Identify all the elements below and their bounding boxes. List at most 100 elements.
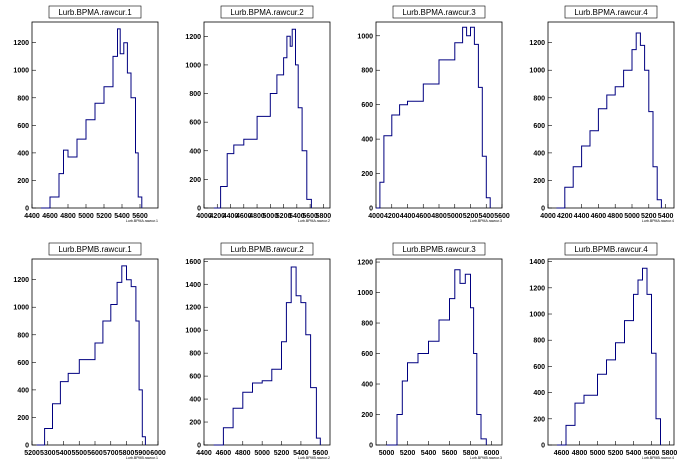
y-tick-label: 1200 bbox=[185, 305, 201, 312]
histogram-series-line bbox=[557, 267, 661, 446]
x-tick-label: 5300 bbox=[40, 450, 56, 457]
y-tick-label: 400 bbox=[189, 148, 201, 155]
x-tick-label: 4800 bbox=[431, 213, 447, 220]
x-tick-label: 5200 bbox=[641, 213, 657, 220]
x-tick-label: 5600 bbox=[132, 213, 148, 220]
y-tick-label: 1000 bbox=[13, 68, 29, 75]
y-tick-label: 800 bbox=[533, 95, 545, 102]
x-tick-label: 5200 bbox=[400, 450, 416, 457]
plot-frame bbox=[203, 21, 331, 209]
plot-frame bbox=[375, 258, 503, 446]
x-tick-label: 5000 bbox=[379, 450, 395, 457]
y-tick-label: 400 bbox=[533, 390, 545, 397]
x-tick-label: 5400 bbox=[421, 450, 437, 457]
x-tick-label: 5000 bbox=[254, 450, 270, 457]
x-tick-label: 4400 bbox=[196, 450, 212, 457]
x-axis-label: Lurb.BPMA.rawcur.4 bbox=[642, 219, 674, 223]
histogram-panel: Lurb.BPMA.rawcur.4 0 200 400 600 800 1000 1200 4… bbox=[529, 5, 675, 223]
histogram-panel: Lurb.BPMB.rawcur.2 0 200 400 600 800 1000 1200 1… bbox=[185, 242, 331, 460]
y-tick-label: 0 bbox=[197, 206, 201, 213]
x-tick-label: 5200 bbox=[274, 450, 290, 457]
y-tick-label: 400 bbox=[361, 382, 373, 389]
y-tick-label: 800 bbox=[17, 95, 29, 102]
plot-title: Lurb.BPMA.rawcur.3 bbox=[402, 8, 476, 17]
y-tick-label: 1200 bbox=[185, 34, 201, 41]
y-tick-label: 800 bbox=[361, 321, 373, 328]
x-tick-label: 5400 bbox=[289, 213, 305, 220]
y-tick-label: 400 bbox=[189, 397, 201, 404]
x-axis-label: Lurb.BPMB.rawcur.4 bbox=[642, 456, 674, 460]
y-tick-label: 400 bbox=[17, 150, 29, 157]
title-box bbox=[48, 5, 142, 19]
plot-frame bbox=[547, 258, 675, 446]
y-tick-label: 0 bbox=[25, 443, 29, 450]
x-tick-label: 5600 bbox=[87, 450, 103, 457]
y-tick-label: 1200 bbox=[13, 277, 29, 284]
x-tick-label: 5600 bbox=[302, 213, 318, 220]
x-tick-label: 5700 bbox=[103, 450, 119, 457]
y-tick-label: 200 bbox=[361, 171, 373, 178]
y-tick-label: 1400 bbox=[529, 259, 545, 266]
x-tick-label: 5800 bbox=[463, 450, 479, 457]
x-tick-label: 5000 bbox=[263, 213, 279, 220]
x-tick-label: 4600 bbox=[216, 450, 232, 457]
histogram-panel: Lurb.BPMB.rawcur.3 0 200 400 600 800 1000 1200 5… bbox=[357, 242, 503, 460]
x-tick-label: 4600 bbox=[415, 213, 431, 220]
x-tick-label: 4800 bbox=[607, 213, 623, 220]
y-tick-label: 0 bbox=[541, 443, 545, 450]
y-tick-label: 0 bbox=[541, 206, 545, 213]
x-tick-label: 4000 bbox=[196, 213, 212, 220]
y-tick-label: 1000 bbox=[13, 305, 29, 312]
x-tick-label: 4200 bbox=[384, 213, 400, 220]
x-tick-label: 5000 bbox=[624, 213, 640, 220]
x-tick-label: 5800 bbox=[662, 450, 678, 457]
y-tick-label: 1200 bbox=[529, 285, 545, 292]
x-tick-label: 5600 bbox=[644, 450, 660, 457]
plot-title: Lurb.BPMB.rawcur.4 bbox=[574, 245, 648, 254]
x-tick-label: 5200 bbox=[608, 450, 624, 457]
y-tick-label: 600 bbox=[361, 351, 373, 358]
x-tick-label: 5400 bbox=[293, 450, 309, 457]
x-axis-label: Lurb.BPMB.rawcur.2 bbox=[298, 456, 330, 460]
x-tick-label: 4000 bbox=[368, 213, 384, 220]
x-tick-label: 5000 bbox=[78, 213, 94, 220]
x-tick-label: 5500 bbox=[71, 450, 87, 457]
histogram-panel: Lurb.BPMA.rawcur.1 0 200 400 600 800 1000 1200 4… bbox=[13, 5, 159, 223]
x-tick-label: 4400 bbox=[24, 213, 40, 220]
y-tick-label: 200 bbox=[533, 416, 545, 423]
x-tick-label: 4200 bbox=[557, 213, 573, 220]
x-tick-label: 5800 bbox=[316, 213, 332, 220]
x-tick-label: 4800 bbox=[249, 213, 265, 220]
x-tick-label: 5400 bbox=[626, 450, 642, 457]
x-axis-label: Lurb.BPMB.rawcur.3 bbox=[470, 456, 502, 460]
histogram-series-line bbox=[556, 32, 662, 209]
x-tick-label: 5200 bbox=[463, 213, 479, 220]
plot-frame bbox=[547, 21, 675, 209]
title-box bbox=[220, 5, 314, 19]
title-box bbox=[564, 5, 658, 19]
title-box bbox=[392, 5, 486, 19]
histogram-series-line bbox=[41, 28, 143, 209]
y-tick-label: 800 bbox=[189, 351, 201, 358]
x-tick-label: 4200 bbox=[209, 213, 225, 220]
x-tick-label: 5400 bbox=[114, 213, 130, 220]
y-tick-label: 600 bbox=[533, 364, 545, 371]
x-tick-label: 5400 bbox=[478, 213, 494, 220]
histogram-panel: Lurb.BPMA.rawcur.2 0 200 400 600 800 1000 1200 4… bbox=[185, 5, 332, 223]
x-tick-label: 6000 bbox=[150, 450, 166, 457]
x-tick-label: 5400 bbox=[56, 450, 72, 457]
y-tick-label: 600 bbox=[17, 123, 29, 130]
x-tick-label: 5200 bbox=[276, 213, 292, 220]
title-box bbox=[392, 242, 486, 256]
y-tick-label: 1400 bbox=[185, 282, 201, 289]
y-tick-label: 200 bbox=[17, 415, 29, 422]
x-axis-label: Lurb.BPMA.rawcur.1 bbox=[126, 219, 158, 223]
y-tick-label: 1000 bbox=[185, 328, 201, 335]
x-tick-label: 5000 bbox=[590, 450, 606, 457]
x-tick-label: 5900 bbox=[134, 450, 150, 457]
y-tick-label: 0 bbox=[197, 443, 201, 450]
plot-title: Lurb.BPMA.rawcur.2 bbox=[230, 8, 304, 17]
x-tick-label: 6000 bbox=[484, 450, 500, 457]
x-tick-label: 4000 bbox=[540, 213, 556, 220]
